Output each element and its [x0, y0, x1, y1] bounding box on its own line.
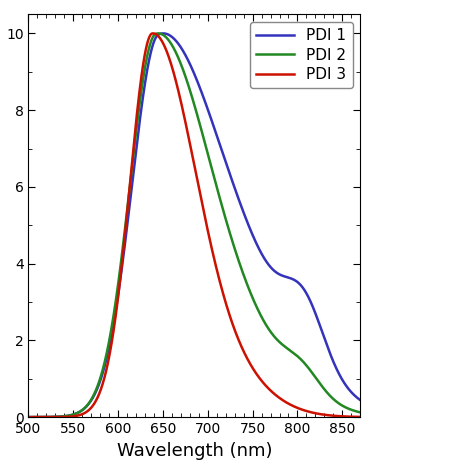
PDI 2: [287, 347, 293, 353]
PDI 1: [357, 397, 363, 403]
PDI 2: [155, 30, 161, 36]
PDI 2: [178, 62, 184, 68]
Line: PDI 1: PDI 1: [28, 33, 360, 417]
PDI 3: [178, 100, 184, 106]
PDI 3: [43, 414, 48, 420]
PDI 3: [357, 414, 363, 420]
PDI 3: [150, 30, 156, 36]
PDI 3: [187, 141, 193, 146]
PDI 1: [287, 275, 293, 281]
PDI 1: [160, 30, 166, 36]
PDI 3: [348, 414, 354, 419]
Legend: PDI 1, PDI 2, PDI 3: PDI 1, PDI 2, PDI 3: [250, 22, 353, 88]
PDI 3: [287, 401, 293, 407]
Line: PDI 2: PDI 2: [28, 33, 360, 417]
PDI 1: [187, 61, 193, 67]
PDI 2: [348, 407, 354, 412]
PDI 1: [348, 389, 354, 394]
PDI 3: [26, 414, 31, 420]
PDI 3: [348, 414, 354, 419]
X-axis label: Wavelength (nm): Wavelength (nm): [117, 442, 272, 459]
PDI 2: [43, 414, 48, 420]
PDI 1: [43, 414, 48, 420]
PDI 1: [348, 389, 354, 394]
PDI 2: [357, 410, 363, 415]
PDI 1: [178, 45, 184, 51]
PDI 1: [26, 414, 31, 420]
PDI 2: [187, 87, 193, 93]
Line: PDI 3: PDI 3: [28, 33, 360, 417]
PDI 2: [26, 414, 31, 420]
PDI 2: [348, 407, 354, 412]
